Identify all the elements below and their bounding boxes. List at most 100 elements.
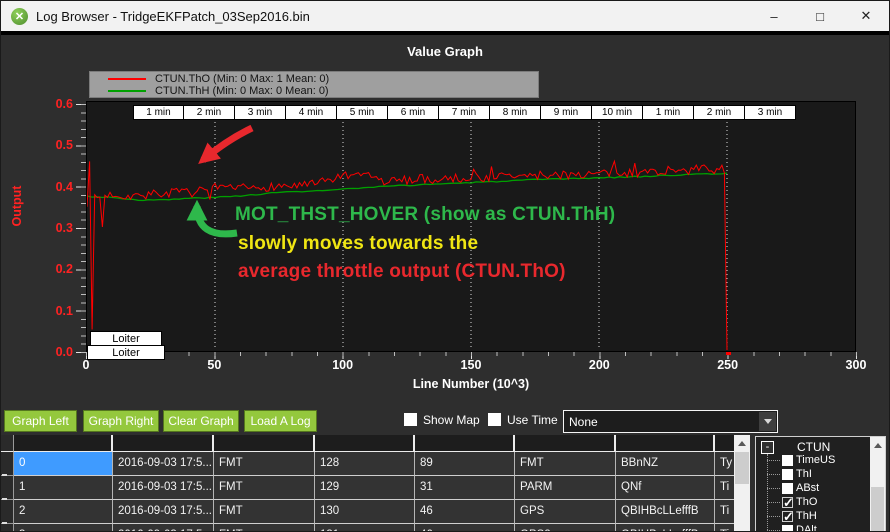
table-cell[interactable]: 2016-09-03 17:5... — [113, 476, 214, 500]
table-cell[interactable]: 31 — [415, 476, 515, 500]
y-axis-title: Output — [10, 185, 24, 227]
table-corner-cell[interactable] — [1, 435, 14, 452]
table-cell[interactable]: 46 — [415, 500, 515, 524]
chart-legend: CTUN.ThO (Min: 0 Max: 1 Mean: 0) CTUN.ThH… — [89, 71, 539, 98]
show-map-checkbox[interactable] — [404, 413, 417, 426]
annotation-line1: MOT_THST_HOVER (show as CTUN.ThH) — [235, 204, 616, 225]
tree-branch-line — [767, 459, 780, 461]
time-band-cell: 6 min — [388, 105, 439, 120]
time-band-cell: 7 min — [439, 105, 490, 120]
graph-right-button[interactable]: Graph Right — [83, 410, 159, 432]
table-cell[interactable]: 1 — [14, 476, 113, 500]
table-header-cell[interactable] — [616, 435, 715, 452]
close-button[interactable]: ✕ — [860, 8, 872, 23]
tree-scrollbar-thumb[interactable] — [871, 487, 884, 531]
table-cell[interactable]: FMT — [515, 452, 616, 476]
tree-root-label[interactable]: CTUN — [797, 440, 831, 454]
legend-entry: CTUN.ThH (Min: 0 Max: 0 Mean: 0) — [90, 85, 538, 97]
clear-graph-button[interactable]: Clear Graph — [163, 410, 239, 432]
table-cell[interactable]: 131 — [315, 524, 415, 531]
table-cell[interactable]: 2016-09-03 17:5... — [113, 452, 214, 476]
x-tick-label: 50 — [207, 358, 222, 372]
table-row-header[interactable] — [1, 476, 14, 500]
table-cell[interactable]: 46 — [415, 524, 515, 531]
load-a-log-button[interactable]: Load A Log — [244, 410, 317, 432]
table-cell[interactable]: 2016-09-03 17:5... — [113, 524, 214, 531]
x-tick-label: 200 — [588, 358, 610, 372]
table-cell[interactable]: 130 — [315, 500, 415, 524]
table-cell[interactable]: 2 — [14, 500, 113, 524]
table-cell[interactable]: QNf — [616, 476, 715, 500]
flight-mode-label: Loiter — [87, 345, 165, 360]
table-cell[interactable]: Ti — [715, 476, 734, 500]
table-header-cell[interactable] — [113, 435, 214, 452]
y-axis-minor-ticks — [81, 104, 86, 353]
time-band-cell: 9 min — [541, 105, 592, 120]
table-cell[interactable]: GPS2 — [515, 524, 616, 531]
minimize-button[interactable]: – — [770, 8, 778, 24]
table-header-cell[interactable] — [715, 435, 734, 452]
maximize-button[interactable]: □ — [816, 8, 824, 24]
table-cell[interactable]: Ty — [715, 452, 734, 476]
tree-item-abst: ABst — [756, 481, 870, 495]
tree-scrollbar[interactable] — [870, 437, 885, 531]
tree-checkbox-thi[interactable] — [782, 468, 793, 480]
table-cell[interactable]: GPS — [515, 500, 616, 524]
table-cell[interactable]: FMT — [214, 524, 315, 531]
table-header-cell[interactable] — [515, 435, 616, 452]
legend-entry: CTUN.ThO (Min: 0 Max: 1 Mean: 0) — [90, 73, 538, 85]
combobox-dropdown-button[interactable] — [759, 412, 776, 431]
table-scrollbar-thumb[interactable] — [735, 452, 749, 484]
table-row-header[interactable] — [1, 452, 14, 476]
table-cell[interactable]: 129 — [315, 476, 415, 500]
tree-item-label[interactable]: ThI — [796, 468, 812, 480]
table-cell[interactable]: FMT — [214, 500, 315, 524]
chart-canvas[interactable] — [87, 102, 855, 351]
graph-left-button[interactable]: Graph Left — [4, 410, 77, 432]
tree-checkbox-abst[interactable] — [782, 482, 793, 494]
table-cell[interactable]: Ti — [715, 524, 734, 531]
tree-checkbox-timeus[interactable] — [782, 454, 793, 466]
scroll-up-button[interactable] — [734, 435, 750, 451]
tree-item-label[interactable]: ABst — [796, 482, 820, 494]
tree-item-label[interactable]: DAlt — [796, 524, 817, 532]
table-cell[interactable]: 0 — [14, 452, 113, 476]
table-cell[interactable]: 2016-09-03 17:5... — [113, 500, 214, 524]
value-graph-plot[interactable]: 1 min 2 min 3 min 4 min 5 min 6 min 7 min 8 min… — [86, 101, 856, 360]
tree-branch-line — [767, 515, 780, 517]
tree-checkbox-thh[interactable]: ✓ — [782, 508, 794, 524]
table-cell[interactable]: 3 — [14, 524, 113, 531]
table-cell[interactable]: Ti — [715, 500, 734, 524]
table-row-header[interactable] — [1, 524, 14, 531]
table-cell[interactable]: QBIHBcLLefffB — [616, 500, 715, 524]
tree-scroll-up-button[interactable] — [870, 437, 885, 453]
table-cell[interactable]: QBIHBcLLefffB — [616, 524, 715, 531]
table-cell[interactable]: PARM — [515, 476, 616, 500]
time-band-cell: 2 min — [694, 105, 745, 120]
table-cell[interactable]: FMT — [214, 452, 315, 476]
mode-filter-combobox[interactable]: None — [563, 410, 778, 433]
tree-item-label[interactable]: ThO — [796, 496, 818, 508]
table-header-cell[interactable] — [14, 435, 113, 452]
table-header-cell[interactable] — [214, 435, 315, 452]
log-data-table[interactable]: 0 2016-09-03 17:5... FMT 128 89 FMT BBnNZ Ty 1 20… — [1, 435, 734, 531]
tree-checkbox-dalt[interactable] — [782, 524, 793, 531]
table-cell[interactable]: 89 — [415, 452, 515, 476]
table-cell[interactable]: 128 — [315, 452, 415, 476]
table-cell[interactable]: FMT — [214, 476, 315, 500]
y-tick-label: 0.0 — [55, 344, 73, 359]
table-cell[interactable]: BBnNZ — [616, 452, 715, 476]
checkbox-label: Use Time — [507, 413, 558, 427]
tree-item-label[interactable]: ThH — [796, 510, 817, 522]
x-axis-red-marker — [726, 352, 731, 355]
use-time-checkbox[interactable] — [488, 413, 501, 426]
table-header-cell[interactable] — [315, 435, 415, 452]
tree-item-label[interactable]: TimeUS — [796, 454, 836, 466]
table-row-header[interactable] — [1, 500, 14, 524]
collapse-icon[interactable]: - — [761, 440, 774, 454]
combobox-value: None — [569, 414, 598, 429]
table-header-cell[interactable] — [415, 435, 515, 452]
tree-checkbox-tho[interactable]: ✓ — [782, 494, 794, 510]
table-scrollbar[interactable] — [734, 435, 750, 531]
red-arrow — [198, 124, 254, 165]
